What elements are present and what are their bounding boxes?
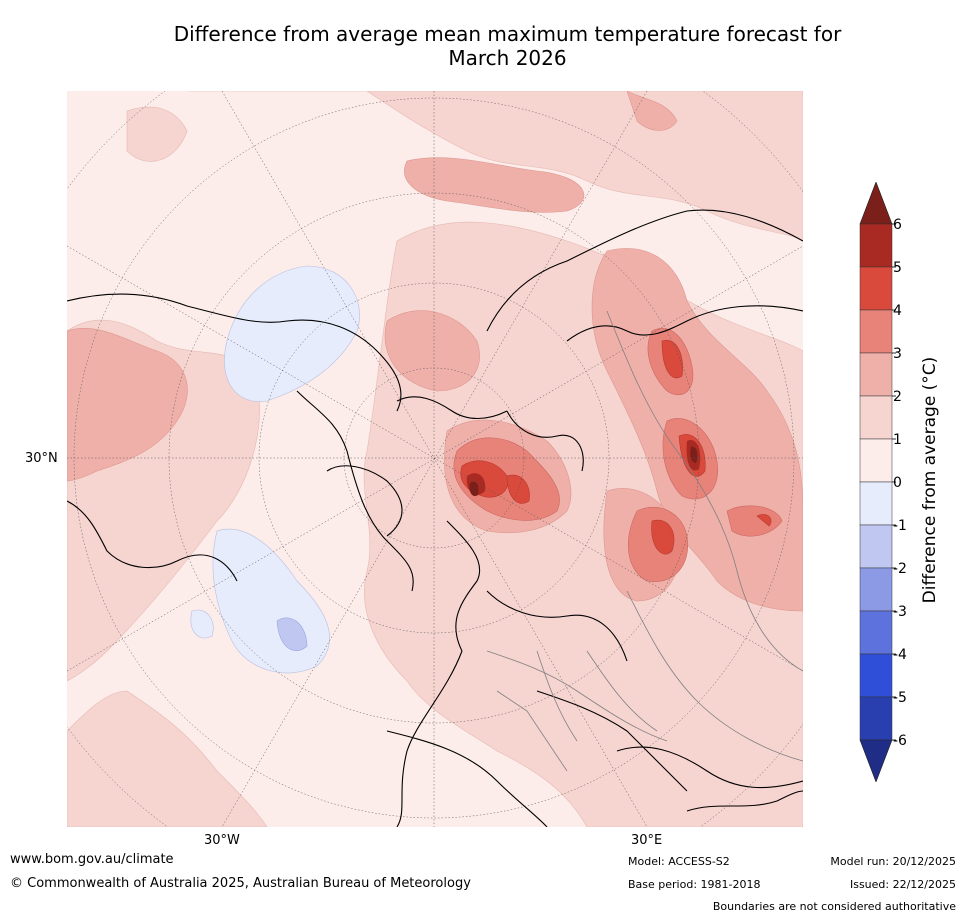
issued-date: Issued: 22/12/2025 xyxy=(849,878,956,891)
colorbar-tick-label: 2 xyxy=(893,389,902,405)
title-line-1: Difference from average mean maximum tem… xyxy=(173,22,842,46)
colorbar-tick-label: 5 xyxy=(893,260,902,276)
colorbar-tick-label: -3 xyxy=(893,604,907,620)
colorbar-swatch-m4_m3 xyxy=(859,610,893,655)
colorbar: 6 5 4 3 2 1 0 -1 -2 -3 -4 -5 -6 xyxy=(859,182,907,782)
lat-label-30n: 30°N xyxy=(25,451,58,466)
copyright: © Commonwealth of Australia 2025, Austra… xyxy=(10,876,471,891)
colorbar-extend-low xyxy=(859,739,893,782)
colorbar-swatch-3_4 xyxy=(859,309,893,354)
anomaly-m2-m1 xyxy=(276,617,308,651)
colorbar-tick-label: 1 xyxy=(893,432,902,448)
colorbar-swatch-m1_0 xyxy=(859,481,893,526)
colorbar-tick-label: 0 xyxy=(893,475,902,491)
lon-label-30w: 30°W xyxy=(204,833,240,848)
country-borders xyxy=(486,310,803,772)
colorbar-tick-label: 4 xyxy=(893,303,902,319)
colorbar-swatch-0_1 xyxy=(859,438,893,483)
chart-title: Difference from average mean maximum tem… xyxy=(60,22,955,70)
colorbar-swatch-1_2 xyxy=(859,395,893,440)
colorbar-swatch-m3_m2 xyxy=(859,567,893,612)
colorbar-tick-label: 6 xyxy=(893,217,902,233)
boundaries-disclaimer: Boundaries are not considered authoritat… xyxy=(712,900,956,913)
model-run: Model run: 20/12/2025 xyxy=(830,855,956,868)
website-url[interactable]: www.bom.gov.au/climate xyxy=(10,852,174,867)
colorbar-tick-label: -5 xyxy=(893,690,907,706)
colorbar-swatch-5_6 xyxy=(859,223,893,268)
coastlines xyxy=(67,209,803,827)
title-line-2: March 2026 xyxy=(448,46,567,70)
base-period: Base period: 1981-2018 xyxy=(628,878,761,891)
colorbar-tick-label: -6 xyxy=(893,733,907,749)
anomaly-gt-6 xyxy=(469,446,698,497)
lon-label-30e: 30°E xyxy=(631,833,663,848)
colorbar-swatch-m2_m1 xyxy=(859,524,893,569)
colorbar-swatch-4_5 xyxy=(859,266,893,311)
colorbar-extend-high xyxy=(859,182,893,225)
forecast-map xyxy=(67,91,803,827)
colorbar-swatch-2_3 xyxy=(859,352,893,397)
colorbar-tick-label: -1 xyxy=(893,518,907,534)
model-name: Model: ACCESS-S2 xyxy=(628,855,730,868)
colorbar-label: Difference from average (°C) xyxy=(920,356,940,604)
colorbar-tick-label: 3 xyxy=(893,346,902,362)
anomaly-4-5 xyxy=(460,339,772,555)
colorbar-swatch-m5_m4 xyxy=(859,653,893,698)
colorbar-swatch-m6_m5 xyxy=(859,696,893,741)
colorbar-tick-label: -2 xyxy=(893,561,907,577)
colorbar-tick-label: -4 xyxy=(893,647,907,663)
